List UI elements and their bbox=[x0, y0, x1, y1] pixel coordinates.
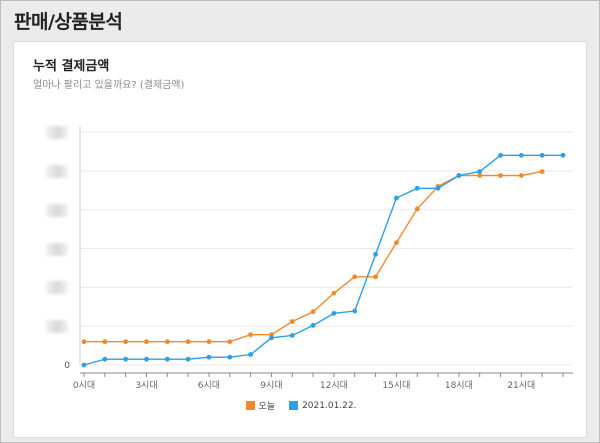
data-point bbox=[123, 339, 129, 345]
chart-subtitle: 얼마나 팔리고 있을까요? (결제금액) bbox=[33, 80, 185, 91]
y-tick-label: 0 bbox=[64, 361, 70, 371]
y-tick-label-blurred bbox=[46, 164, 68, 178]
data-point bbox=[289, 319, 295, 324]
data-point bbox=[81, 362, 87, 368]
data-point bbox=[185, 356, 191, 362]
chart-title: 누적 결제금액 bbox=[33, 59, 110, 74]
legend-label-today: 오늘 bbox=[258, 402, 276, 412]
data-point bbox=[373, 274, 378, 280]
data-point bbox=[102, 356, 108, 362]
x-tick-label: 6시대 bbox=[198, 380, 220, 391]
data-point bbox=[477, 169, 483, 175]
legend-swatch-compare bbox=[289, 401, 299, 410]
x-tick-label: 21시대 bbox=[507, 380, 535, 391]
data-point bbox=[144, 356, 149, 362]
data-point bbox=[331, 310, 337, 316]
data-point bbox=[393, 195, 399, 201]
x-tick-label: 9시대 bbox=[260, 380, 282, 391]
data-point bbox=[539, 169, 545, 175]
data-point bbox=[164, 339, 170, 345]
x-tick-label: 15시대 bbox=[382, 380, 410, 391]
data-point bbox=[498, 173, 503, 178]
data-point bbox=[310, 309, 316, 315]
y-tick-label-blurred bbox=[46, 242, 68, 256]
data-point bbox=[539, 152, 545, 158]
y-tick-label-blurred bbox=[46, 126, 68, 139]
data-point bbox=[331, 290, 337, 296]
data-point bbox=[81, 339, 87, 345]
y-tick-label-blurred bbox=[46, 281, 68, 295]
chart-card: 누적 결제금액 얼마나 팔리고 있을까요? (결제금액) 0 0시대 3시대 6시대 9… bbox=[13, 41, 587, 438]
data-point bbox=[144, 339, 149, 345]
data-point bbox=[206, 339, 212, 345]
data-point bbox=[456, 173, 462, 178]
x-tick-label: 18시대 bbox=[445, 380, 473, 391]
data-point bbox=[206, 354, 212, 360]
data-point bbox=[248, 352, 254, 357]
data-point bbox=[498, 152, 503, 158]
series-line-0 bbox=[84, 170, 543, 343]
legend-label-compare: 2021.01.22. bbox=[302, 400, 357, 411]
axes bbox=[79, 126, 573, 377]
data-point bbox=[185, 339, 191, 345]
data-point bbox=[435, 185, 441, 191]
data-point bbox=[414, 185, 420, 191]
data-point bbox=[164, 356, 170, 362]
data-point bbox=[123, 356, 129, 362]
data-point bbox=[414, 206, 420, 212]
data-point bbox=[560, 152, 566, 158]
grid-lines bbox=[80, 131, 573, 366]
data-point bbox=[227, 339, 233, 345]
series-lines bbox=[81, 152, 566, 368]
data-point bbox=[352, 274, 358, 280]
series-line-1 bbox=[83, 154, 563, 366]
data-point bbox=[310, 322, 316, 328]
data-point bbox=[393, 240, 399, 246]
data-point bbox=[227, 354, 233, 360]
x-tick-label: 12시대 bbox=[320, 380, 348, 391]
x-tick-label: 3시대 bbox=[135, 380, 157, 391]
legend-swatch-today bbox=[245, 401, 255, 410]
y-tick-label-blurred bbox=[46, 203, 68, 217]
data-point bbox=[518, 152, 524, 158]
chart-legend: 오늘 2021.01.22. bbox=[14, 399, 588, 412]
data-point bbox=[477, 173, 483, 178]
data-point bbox=[102, 339, 108, 345]
data-point bbox=[248, 332, 254, 338]
legend-item-today[interactable]: 오늘 bbox=[245, 399, 276, 412]
data-point bbox=[289, 333, 295, 338]
page-title: 판매/상품분석 bbox=[14, 11, 123, 33]
x-tick-label: 0시대 bbox=[73, 380, 95, 391]
legend-item-compare[interactable]: 2021.01.22. bbox=[289, 399, 356, 412]
data-point bbox=[269, 335, 274, 341]
y-tick-label-blurred bbox=[46, 320, 68, 334]
data-point bbox=[518, 173, 524, 178]
data-point bbox=[352, 308, 358, 314]
data-point bbox=[373, 251, 378, 257]
